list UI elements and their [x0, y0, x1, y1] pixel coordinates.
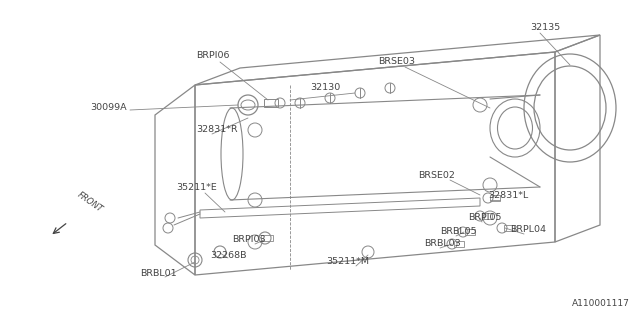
Text: BRBL01: BRBL01 [140, 269, 177, 278]
Text: BRSE02: BRSE02 [418, 171, 455, 180]
Text: 32831*L: 32831*L [488, 191, 528, 201]
Bar [261, 235, 273, 241]
Bar [490, 195, 500, 201]
Text: 32130: 32130 [310, 84, 340, 92]
Text: BRPI05: BRPI05 [468, 213, 502, 222]
Text: BRSE03: BRSE03 [378, 58, 415, 67]
Text: 32831*R: 32831*R [196, 125, 237, 134]
Text: 35211*E: 35211*E [176, 183, 217, 193]
Text: BRBL03: BRBL03 [424, 239, 461, 249]
Bar [482, 213, 492, 219]
Bar [264, 99, 278, 107]
Text: BRPI06: BRPI06 [196, 51, 230, 60]
Bar [454, 241, 464, 247]
Text: FRONT: FRONT [76, 190, 105, 214]
Text: 35211*M: 35211*M [326, 258, 369, 267]
Text: BRBL05: BRBL05 [440, 228, 477, 236]
Text: A110001117: A110001117 [572, 299, 630, 308]
Text: 30099A: 30099A [90, 102, 127, 111]
Bar [504, 225, 514, 231]
Text: BRPL04: BRPL04 [510, 226, 546, 235]
Bar [465, 229, 475, 235]
Text: 32135: 32135 [530, 23, 560, 33]
Text: 32268B: 32268B [210, 252, 246, 260]
Text: BRPI03: BRPI03 [232, 236, 266, 244]
